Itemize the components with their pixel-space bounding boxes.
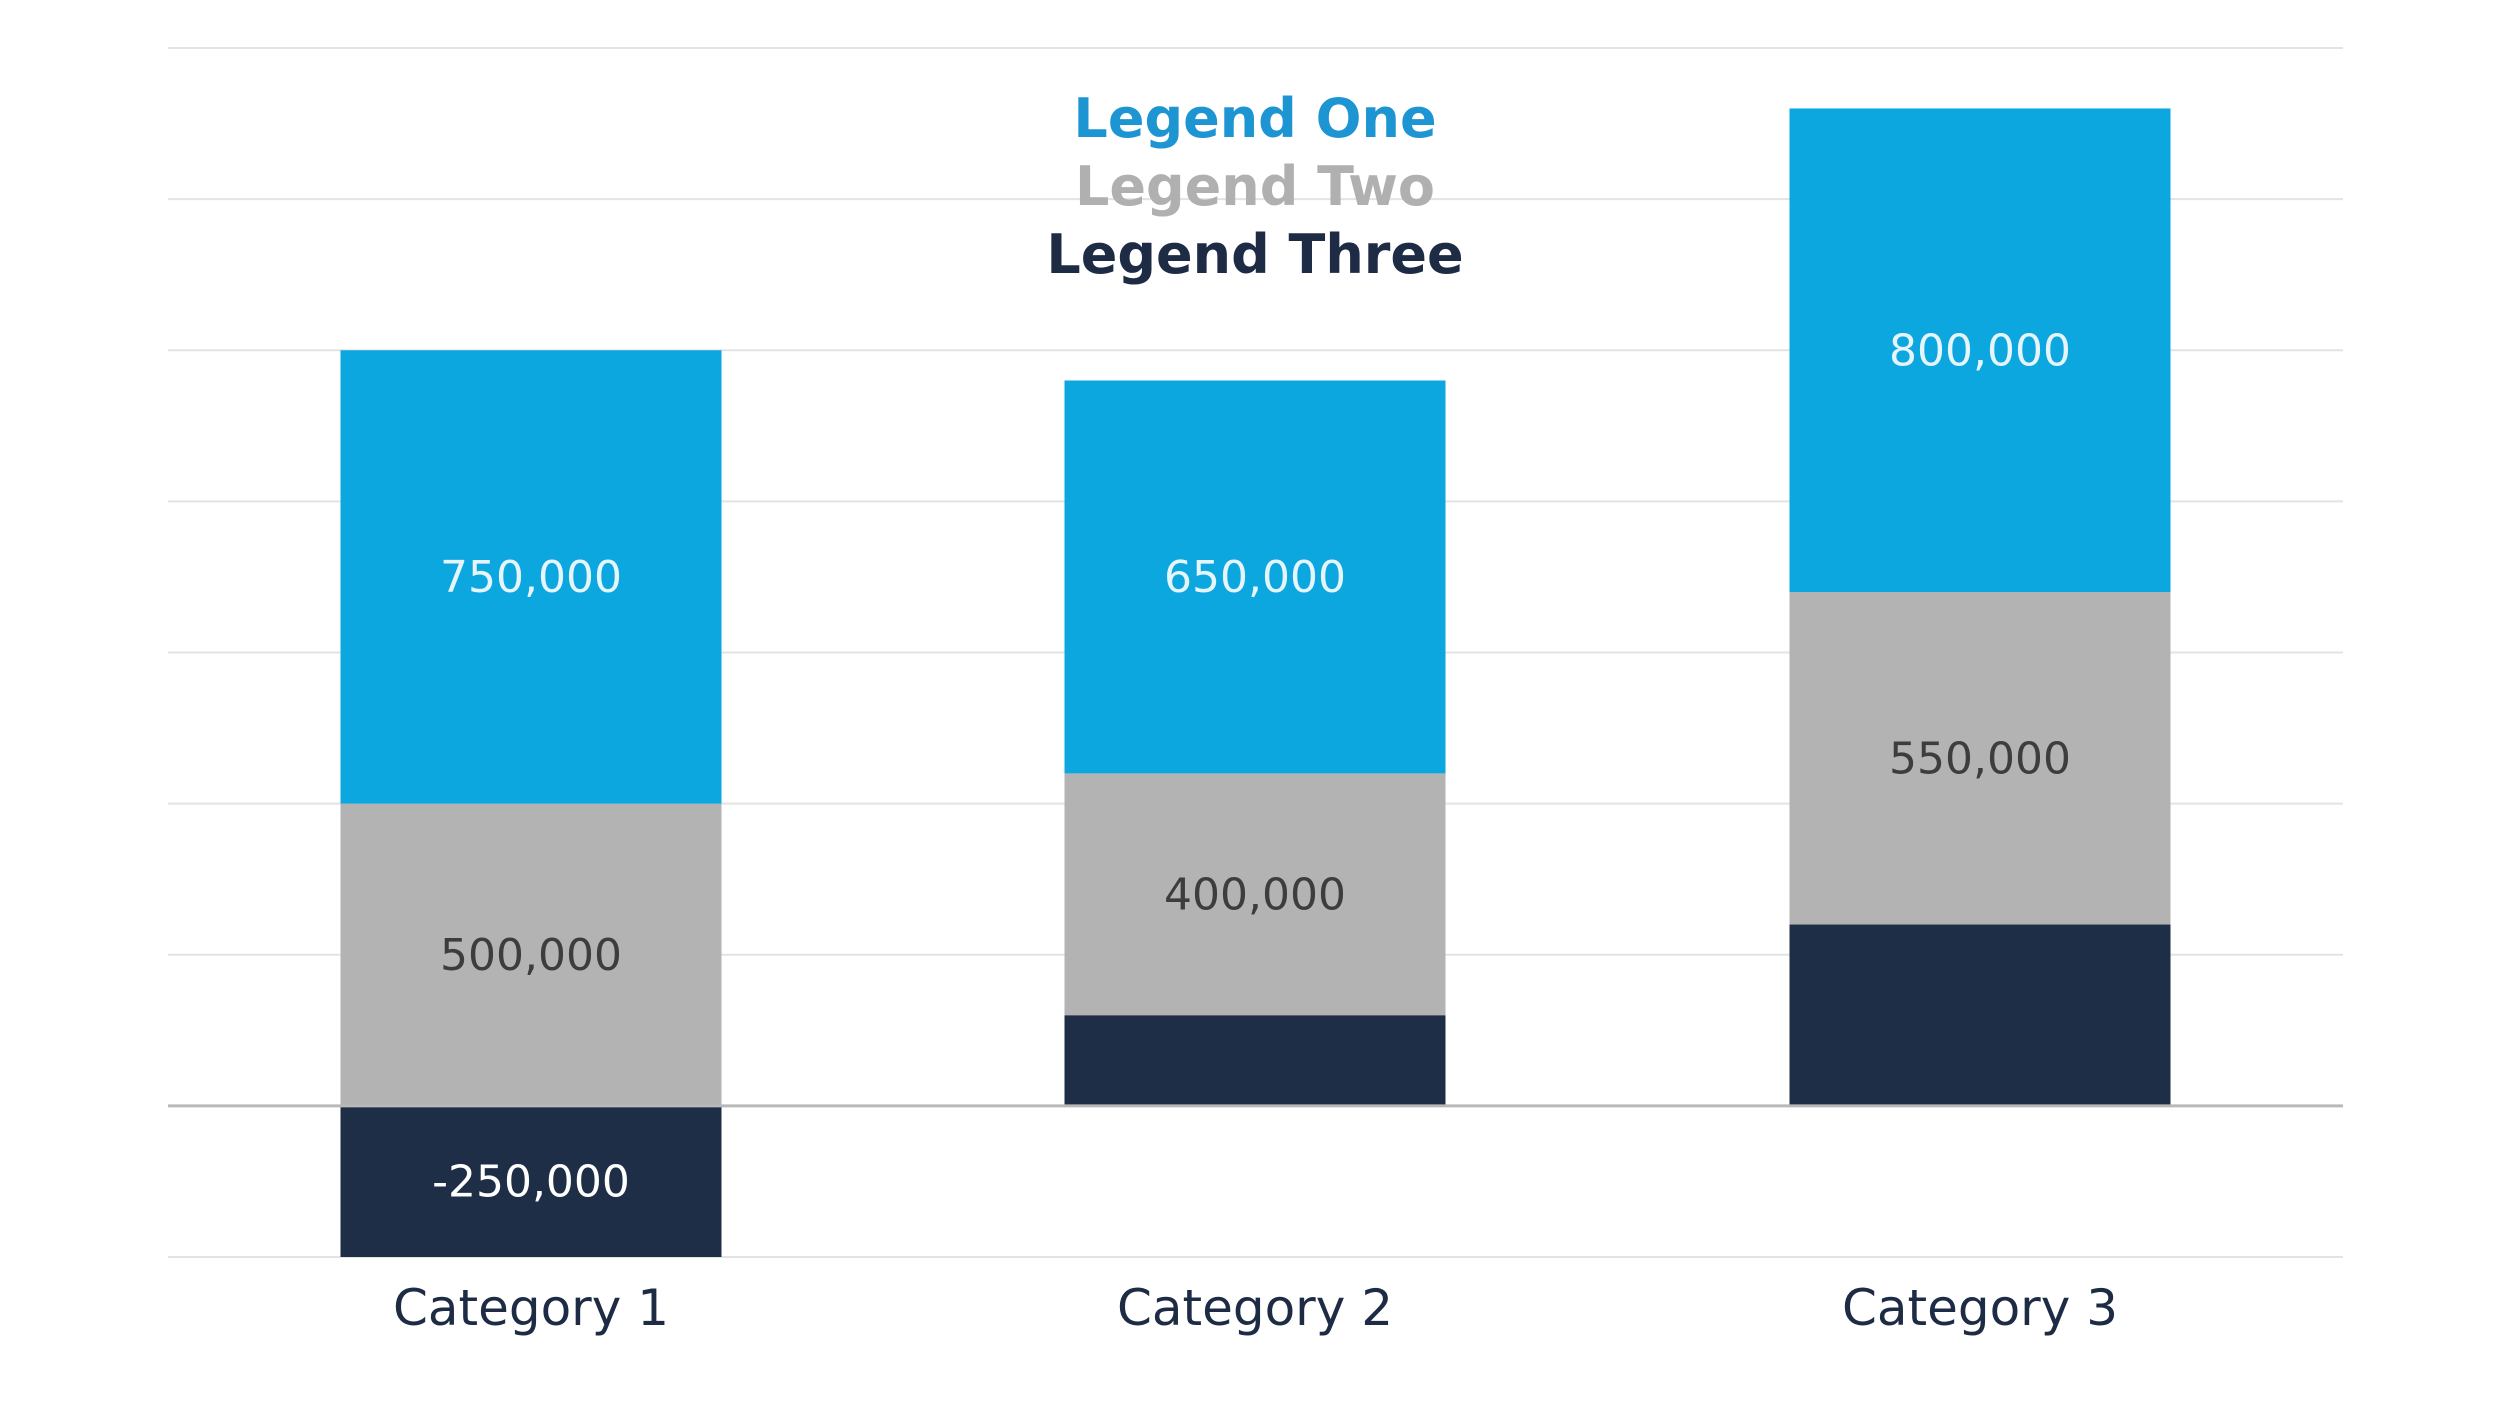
data-label: 800,000 [1889, 325, 2071, 376]
bar-segment-3-category-3 [1789, 924, 2171, 1106]
data-label: -250,000 [432, 1156, 630, 1207]
category-label: Category 1 [393, 1279, 669, 1337]
bar-segment-1-category-3 [1789, 108, 2171, 593]
bar-segment-2-category-2 [1064, 773, 1446, 1016]
category-label: Category 2 [1117, 1279, 1393, 1337]
bar-labels: -250,000 500,000 750,000 400,000 650,000 550,… [432, 325, 2071, 1207]
category-labels: Category 1 Category 2 Category 3 [393, 1279, 2118, 1337]
bar-segment-3-category-1 [340, 1105, 722, 1257]
bar-segment-2-category-3 [1789, 592, 2171, 925]
bar-segment-1-category-2 [1064, 380, 1446, 774]
data-label: 650,000 [1164, 552, 1346, 603]
bar-segment-1-category-1 [340, 350, 722, 804]
legend-entry: Legend Two [1075, 155, 1435, 218]
bar-segment-3-category-2 [1064, 1015, 1446, 1106]
category-label: Category 3 [1842, 1279, 2118, 1337]
data-label: 550,000 [1889, 733, 2071, 784]
data-label: 500,000 [440, 930, 622, 981]
data-label: 400,000 [1164, 869, 1346, 920]
bar-segment-2-category-1 [340, 803, 722, 1106]
legend-entry: Legend Three [1046, 223, 1463, 286]
bars [340, 108, 2171, 1257]
data-label: 750,000 [440, 552, 622, 603]
legend-entry: Legend One [1073, 87, 1436, 150]
